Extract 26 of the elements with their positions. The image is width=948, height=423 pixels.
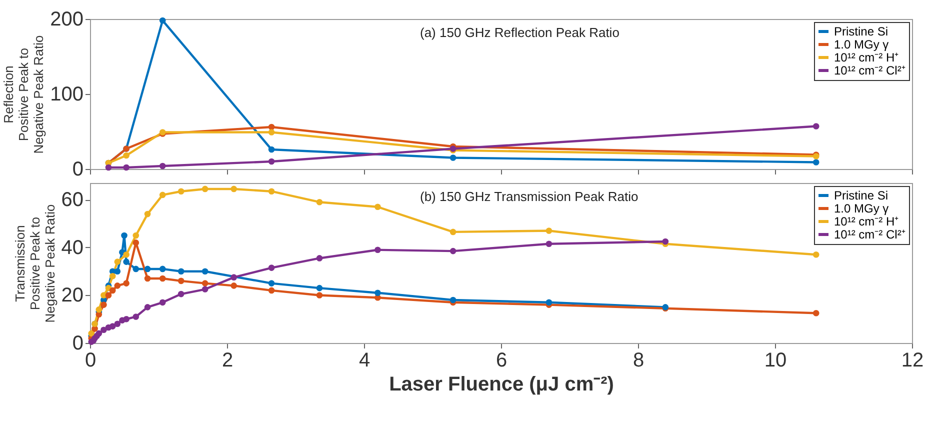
x-axis-title: Laser Fluence (μJ cm⁻²): [389, 374, 614, 396]
x-tick-label: 8: [632, 350, 644, 372]
annotation: (a) 150 GHz Reflection Peak Ratio: [420, 25, 620, 40]
y-tick-label: 0: [72, 158, 84, 180]
y-axis-title: Transmission Positive Peak to Negative Peak Ratio: [12, 204, 58, 323]
y-tick-label: 40: [61, 236, 84, 259]
x-tick-label: 6: [496, 350, 508, 372]
legend-label: Pristine Si: [834, 188, 888, 202]
y-tick-label: 0: [72, 332, 84, 354]
x-tick-label: 4: [358, 350, 370, 372]
legend-label: 1.0 MGy γ: [834, 202, 889, 216]
y-tick-label: 20: [61, 284, 84, 307]
legend-label: 10¹² cm⁻² H⁺: [834, 50, 899, 64]
legend-label: 1.0 MGy γ: [834, 38, 889, 52]
legend-label: 10¹² cm⁻² Cl²⁺: [834, 64, 906, 78]
x-tick-label: 10: [764, 350, 787, 372]
annotation: (b) 150 GHz Transmission Peak Ratio: [420, 189, 638, 204]
y-tick-label: 60: [61, 189, 84, 212]
x-tick-label: 2: [222, 350, 234, 372]
x-tick-label: 12: [901, 350, 924, 372]
legend-label: 10¹² cm⁻² H⁺: [834, 214, 899, 228]
y-tick-label: 100: [50, 84, 84, 106]
y-axis-title: Reflection Positive Peak to Negative Peak Ratio: [1, 35, 46, 154]
y-tick-label: 200: [50, 8, 84, 30]
legend-label: 10¹² cm⁻² Cl²⁺: [834, 228, 906, 242]
legend-label: Pristine Si: [834, 24, 888, 38]
